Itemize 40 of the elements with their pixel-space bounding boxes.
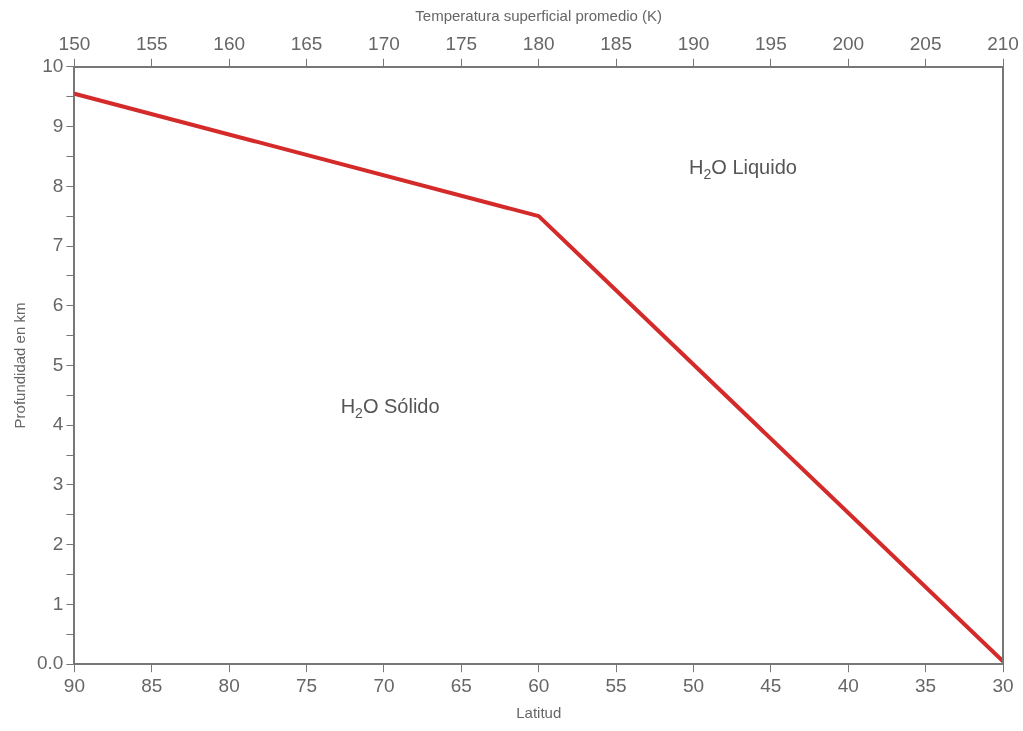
x2-tick-label: 150 xyxy=(58,32,91,54)
x-tick-label: 65 xyxy=(450,674,472,696)
y-axis-title: Profundidad en km xyxy=(11,302,29,429)
x-tick-label: 40 xyxy=(837,674,859,696)
x2-tick-label: 160 xyxy=(213,32,246,54)
y-tick-label: 10 xyxy=(42,55,64,77)
x2-tick-label: 190 xyxy=(677,32,710,54)
x-tick-label: 50 xyxy=(682,674,705,696)
x-tick-label: 80 xyxy=(218,674,240,696)
x2-axis-title: Temperatura superficial promedio (K) xyxy=(415,7,663,25)
x2-tick-label: 185 xyxy=(600,32,632,54)
y-tick-label: 1 xyxy=(52,592,64,614)
x-tick-label: 90 xyxy=(63,674,85,696)
x-tick-label: 45 xyxy=(760,674,782,696)
x-tick-label: 75 xyxy=(295,674,318,696)
x2-tick-label: 205 xyxy=(909,32,942,54)
y-tick-label: 9 xyxy=(52,114,64,136)
x2-tick-label: 175 xyxy=(445,32,478,54)
x2-tick-label: 210 xyxy=(987,32,1019,54)
y-tick-label: 2 xyxy=(52,532,64,554)
x-axis-title: Latitud xyxy=(516,704,562,722)
x2-tick-label: 200 xyxy=(832,32,865,54)
y-tick-label: 7 xyxy=(52,234,64,256)
x-tick-label: 60 xyxy=(528,674,550,696)
y-tick-label: 5 xyxy=(52,353,64,375)
y-tick-label: 0.0 xyxy=(36,652,64,674)
x2-tick-label: 170 xyxy=(368,32,400,54)
x-tick-label: 85 xyxy=(141,674,163,696)
y-tick-label: 3 xyxy=(52,473,64,495)
x-tick-label: 30 xyxy=(992,674,1014,696)
y-tick-label: 4 xyxy=(52,413,64,435)
x2-tick-label: 180 xyxy=(522,32,555,54)
x2-tick-label: 155 xyxy=(135,32,168,54)
y-tick-label: 6 xyxy=(52,293,64,315)
y-tick-label: 8 xyxy=(52,174,64,196)
x2-tick-label: 195 xyxy=(755,32,787,54)
x-tick-label: 35 xyxy=(915,674,937,696)
x-tick-label: 70 xyxy=(373,674,395,696)
x2-tick-label: 165 xyxy=(290,32,323,54)
x-tick-label: 55 xyxy=(605,674,627,696)
